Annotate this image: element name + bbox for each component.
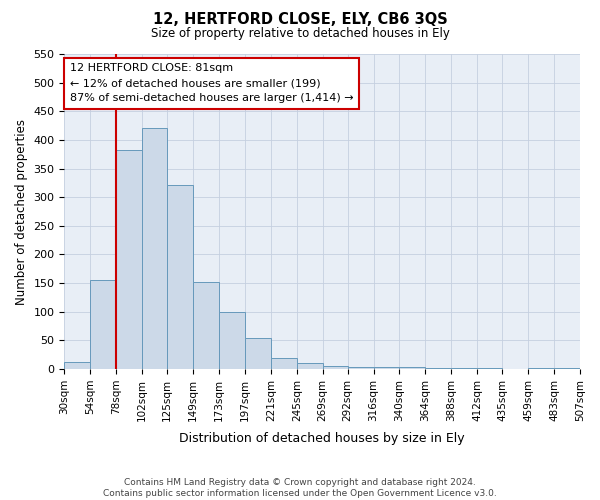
Bar xyxy=(347,368,374,369)
Bar xyxy=(478,368,502,369)
Bar xyxy=(528,368,554,369)
Bar xyxy=(219,312,245,369)
Y-axis label: Number of detached properties: Number of detached properties xyxy=(15,118,28,304)
Bar xyxy=(245,338,271,369)
Bar xyxy=(374,368,400,369)
Bar xyxy=(142,128,167,369)
Bar xyxy=(64,362,91,369)
Bar xyxy=(193,282,219,369)
Bar xyxy=(554,368,580,369)
Bar xyxy=(116,150,142,369)
Text: 12 HERTFORD CLOSE: 81sqm
← 12% of detached houses are smaller (199)
87% of semi-: 12 HERTFORD CLOSE: 81sqm ← 12% of detach… xyxy=(70,64,353,103)
Bar xyxy=(400,368,425,369)
Text: Contains HM Land Registry data © Crown copyright and database right 2024.
Contai: Contains HM Land Registry data © Crown c… xyxy=(103,478,497,498)
Bar xyxy=(297,364,323,369)
Bar xyxy=(271,358,297,369)
X-axis label: Distribution of detached houses by size in Ely: Distribution of detached houses by size … xyxy=(179,432,465,445)
Bar xyxy=(451,368,478,369)
Bar xyxy=(167,185,193,369)
Text: 12, HERTFORD CLOSE, ELY, CB6 3QS: 12, HERTFORD CLOSE, ELY, CB6 3QS xyxy=(152,12,448,28)
Bar xyxy=(91,280,116,369)
Bar xyxy=(425,368,451,369)
Bar xyxy=(323,366,347,369)
Text: Size of property relative to detached houses in Ely: Size of property relative to detached ho… xyxy=(151,28,449,40)
